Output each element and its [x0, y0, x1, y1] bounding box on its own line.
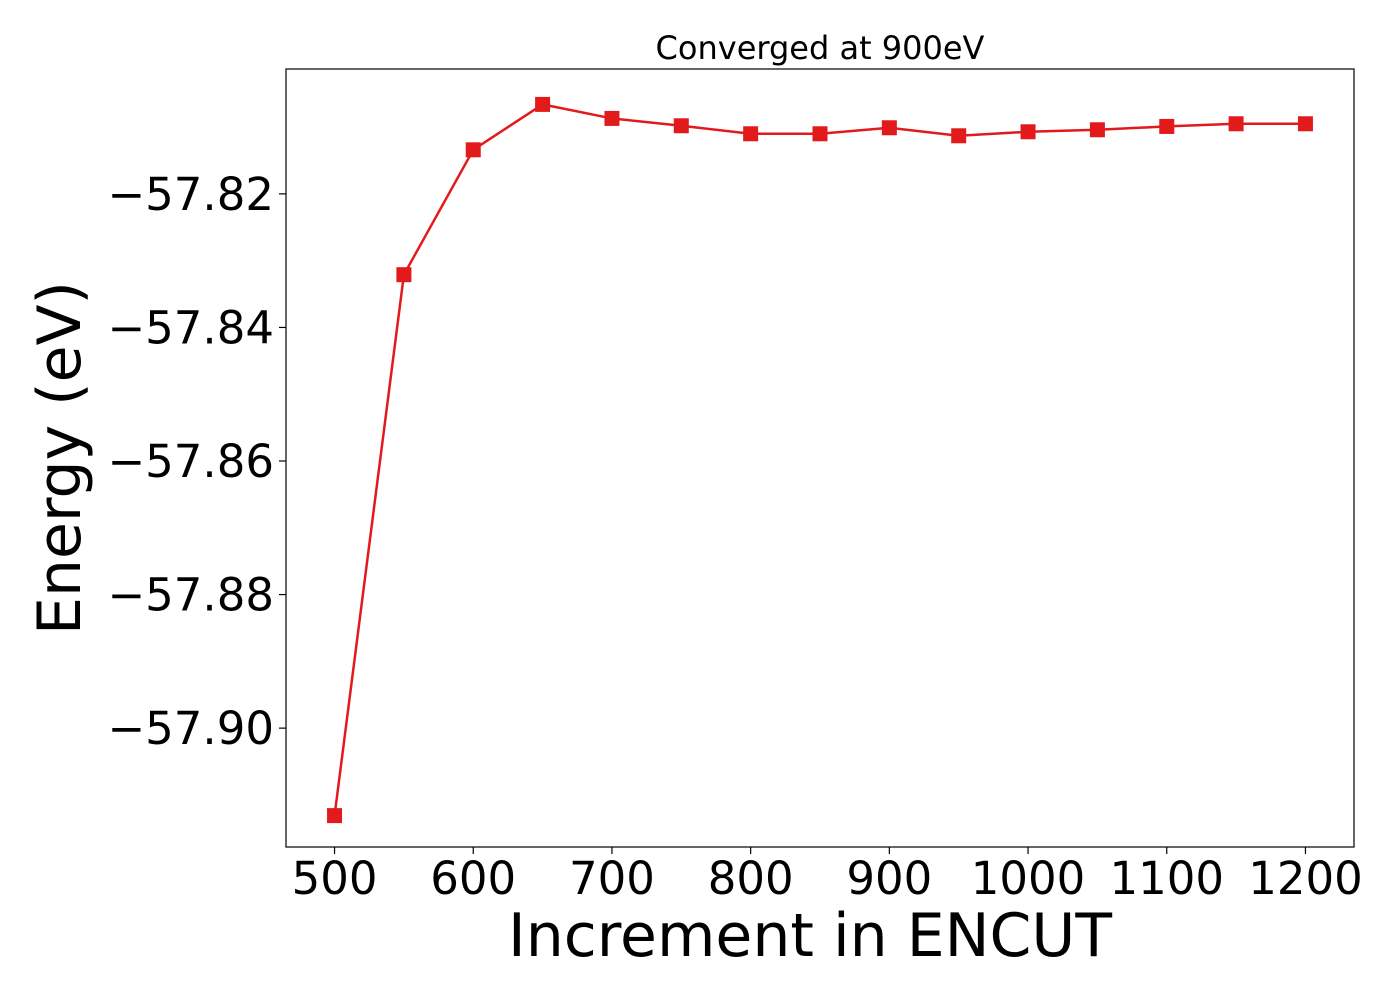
y-tick-label: −57.82	[107, 168, 274, 221]
y-tick-label: −57.84	[107, 301, 274, 354]
x-tick-label: 1100	[1109, 852, 1224, 905]
data-point-marker	[396, 267, 412, 283]
plot-area: 500 600 700 800 900 1000 1100 1200 −57.82 −57.84…	[107, 68, 1363, 905]
y-tick-label: −57.88	[107, 569, 274, 622]
y-tick-label: −57.90	[107, 702, 274, 755]
data-point-marker	[673, 118, 689, 134]
chart-title: Converged at 900eV	[656, 29, 985, 67]
data-point-marker	[1159, 118, 1175, 134]
data-point-marker	[1089, 122, 1105, 138]
x-tick-label: 600	[430, 852, 516, 905]
plot-frame	[285, 68, 1355, 848]
x-axis-ticks: 500 600 700 800 900 1000 1100 1200	[292, 847, 1363, 905]
x-tick-label: 1200	[1248, 852, 1363, 905]
x-tick-label: 900	[846, 852, 932, 905]
data-point-marker	[327, 808, 343, 824]
data-point-marker	[604, 110, 620, 126]
x-axis-label: Increment in ENCUT	[508, 901, 1112, 971]
series-line	[333, 103, 1306, 816]
x-tick-label: 1000	[971, 852, 1086, 905]
data-point-marker	[743, 126, 759, 142]
data-point-marker	[812, 126, 828, 142]
x-tick-label: 500	[292, 852, 378, 905]
y-tick-label: −57.86	[107, 435, 274, 488]
series-layer	[327, 96, 1313, 824]
data-point-marker	[1020, 124, 1036, 140]
data-point-marker	[535, 96, 551, 112]
data-point-marker	[1297, 116, 1313, 132]
data-point-marker	[465, 142, 481, 158]
data-point-marker	[1228, 116, 1244, 132]
y-axis-label: Energy (eV)	[25, 281, 95, 635]
x-tick-label: 800	[708, 852, 794, 905]
y-axis-ticks: −57.82 −57.84 −57.86 −57.88 −57.90	[107, 168, 286, 755]
data-point-marker	[881, 120, 897, 136]
x-tick-label: 700	[569, 852, 655, 905]
data-point-marker	[951, 128, 967, 144]
